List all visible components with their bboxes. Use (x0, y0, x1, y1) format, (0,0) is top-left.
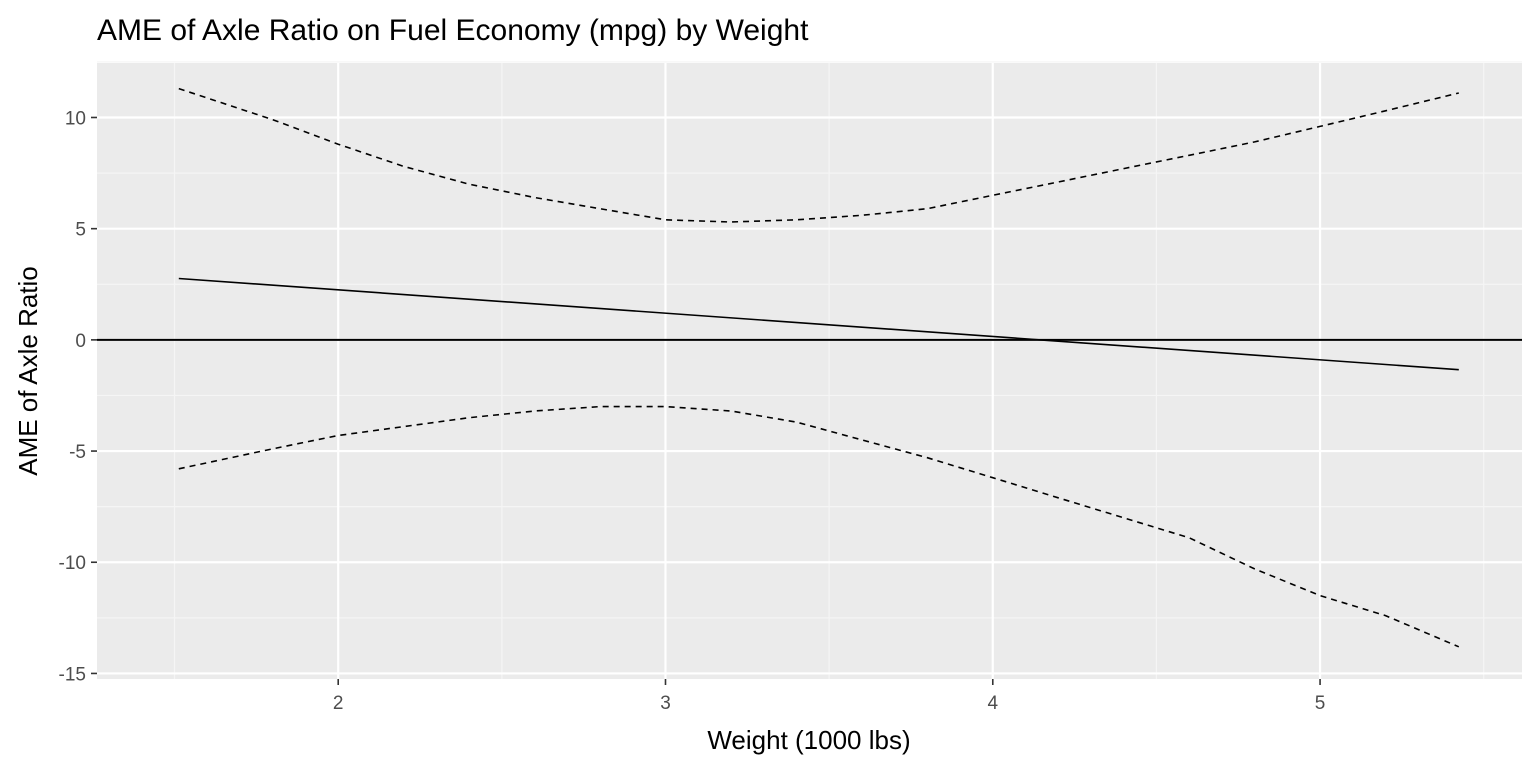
lower-ci-line (178, 405, 1460, 648)
y-tick-label: 0 (75, 331, 86, 352)
x-tick-label: 4 (987, 693, 998, 714)
y-tick-label: 5 (75, 220, 86, 241)
minor-gridlines (97, 61, 1522, 679)
y-tick-label: -10 (59, 553, 86, 574)
x-tick-label: 2 (333, 693, 344, 714)
y-tick-label: -15 (59, 664, 86, 685)
y-axis-title: AME of Axle Ratio (13, 266, 43, 476)
plot-panel (97, 63, 1522, 679)
y-axis: 10 5 0 -5 -10 -15 (59, 108, 97, 685)
chart-title: AME of Axle Ratio on Fuel Economy (mpg) … (97, 14, 809, 47)
x-tick-label: 5 (1315, 693, 1326, 714)
x-axis: 2 3 4 5 (333, 679, 1325, 714)
y-tick-label: -5 (69, 442, 86, 463)
x-tick-label: 3 (660, 693, 671, 714)
upper-ci-line (178, 87, 1459, 223)
x-axis-title: Weight (1000 lbs) (707, 725, 910, 755)
estimate-line (178, 277, 1459, 371)
y-tick-label: 10 (65, 108, 86, 129)
series-layer (97, 87, 1522, 648)
